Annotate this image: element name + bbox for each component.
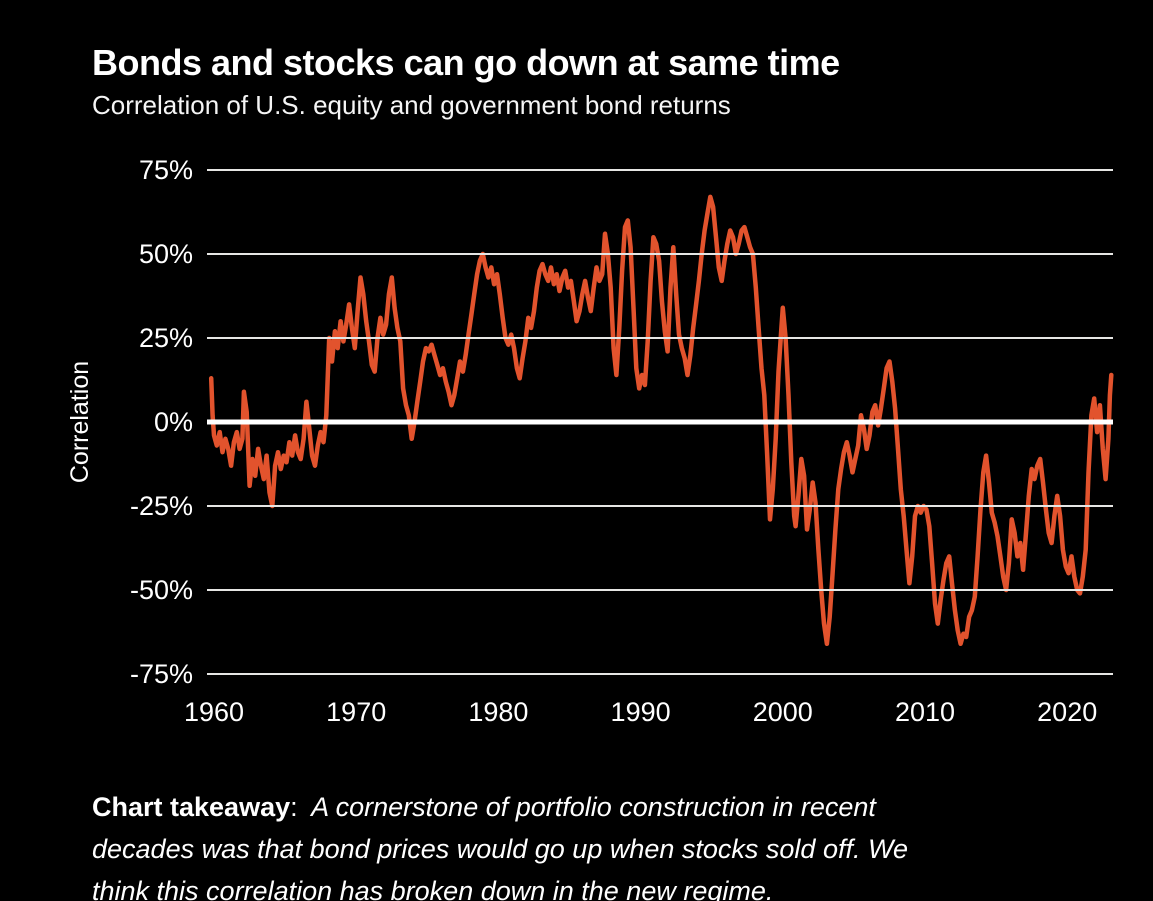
chart-subtitle: Correlation of U.S. equity and governmen… (92, 90, 731, 120)
y-tick-label: 25% (139, 323, 193, 353)
y-tick-label: 75% (139, 155, 193, 185)
x-tick-label: 2020 (1037, 697, 1097, 727)
y-tick-label: -25% (130, 491, 193, 521)
x-tick-label: 1960 (184, 697, 244, 727)
x-tick-label: 2000 (753, 697, 813, 727)
x-tick-label: 1980 (468, 697, 528, 727)
takeaway-line-1: A cornerstone of portfolio construction … (311, 792, 876, 822)
takeaway-line-2: decades was that bond prices would go up… (92, 834, 908, 864)
y-tick-label: 50% (139, 239, 193, 269)
chart-takeaway: Chart takeaway: A cornerstone of portfol… (92, 786, 1102, 901)
takeaway-separator: : (290, 792, 306, 822)
y-axis-title: Correlation (66, 361, 94, 483)
y-tick-label: 0% (154, 407, 193, 437)
takeaway-label: Chart takeaway (92, 792, 291, 822)
x-tick-label: 1970 (326, 697, 386, 727)
series-line-stock-bond-correlation (208, 194, 1114, 647)
chart-title: Bonds and stocks can go down at same tim… (92, 42, 840, 83)
y-tick-label: -75% (130, 659, 193, 689)
x-tick-label: 2010 (895, 697, 955, 727)
y-tick-label: -50% (130, 575, 193, 605)
x-tick-label: 1990 (611, 697, 671, 727)
takeaway-line-3: think this correlation has broken down i… (92, 876, 774, 901)
